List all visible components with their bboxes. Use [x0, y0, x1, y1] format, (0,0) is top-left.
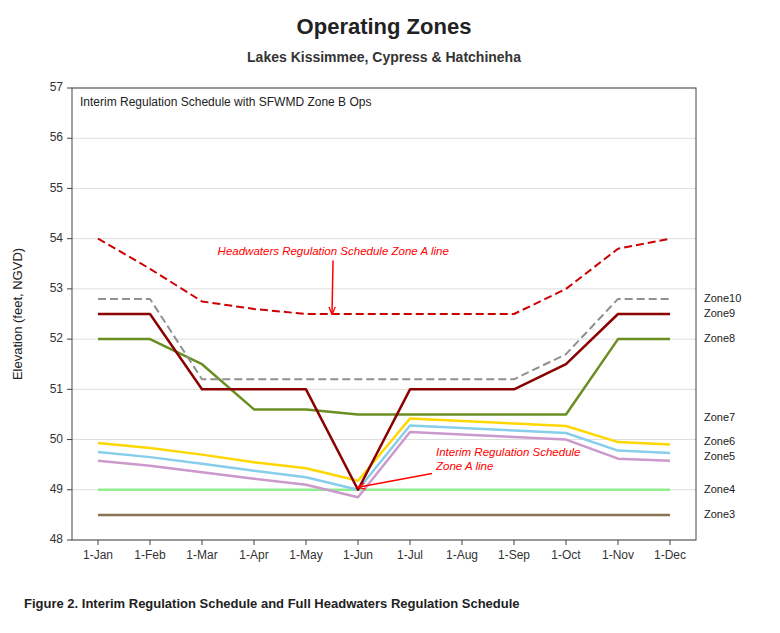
series-line — [98, 514, 670, 517]
title: Operating Zones — [297, 14, 472, 39]
y-tick-label: 50 — [50, 432, 64, 446]
x-tick — [514, 540, 515, 545]
y-tick — [67, 339, 72, 340]
x-tick — [98, 540, 99, 545]
series-line — [98, 418, 670, 480]
y-tick-label: 56 — [50, 130, 64, 144]
grid-line — [72, 238, 696, 239]
x-tick-label: 1-Apr — [239, 548, 268, 562]
zone-label: Zone9 — [704, 307, 735, 319]
zone-label: Zone3 — [704, 508, 735, 520]
x-tick-label: 1-Jul — [397, 548, 423, 562]
x-tick-label: 1-May — [289, 548, 322, 562]
y-tick-label: 52 — [50, 331, 64, 345]
subtitle: Lakes Kissimmee, Cypress & Hatchineha — [247, 49, 521, 65]
series-line — [98, 489, 670, 492]
lines — [98, 239, 670, 515]
x-tick — [462, 540, 463, 545]
y-tick-label: 48 — [50, 532, 64, 546]
x-tick-label: 1-Nov — [602, 548, 634, 562]
y-tick — [67, 238, 72, 239]
x-tick — [566, 540, 567, 545]
series-line — [98, 299, 670, 379]
grid-line — [72, 138, 696, 139]
y-tick — [67, 188, 72, 189]
caption: Figure 2. Interim Regulation Schedule an… — [24, 596, 520, 611]
zone-label: Zone4 — [704, 483, 735, 495]
x-tick — [618, 540, 619, 545]
series-line — [98, 239, 670, 314]
y-tick — [67, 540, 72, 541]
grid-line — [72, 188, 696, 189]
y-tick — [67, 288, 72, 289]
y-axis-label: Elevation (feet, NGVD) — [10, 248, 25, 380]
y-tick-label: 51 — [50, 382, 64, 396]
series-line — [98, 425, 670, 489]
x-tick — [670, 540, 671, 545]
chart: 48 49 50 51 52 53 54 55 56 57 1-Jan 1-Feb 1-Mar 1-Apr… — [0, 0, 780, 633]
y-tick — [67, 489, 72, 490]
x-tick — [358, 540, 359, 545]
plot-frame — [72, 88, 696, 540]
annotation-arrow — [332, 260, 333, 314]
x-tick-label: 1-Mar — [186, 548, 217, 562]
y-tick-label: 54 — [50, 231, 64, 245]
annotation: Headwaters Regulation Schedule Zone A li… — [218, 245, 449, 257]
zone-label: Zone5 — [704, 450, 735, 462]
x-tick-label: 1-Jun — [343, 548, 373, 562]
y-tick-label: 53 — [50, 281, 64, 295]
x-tick — [202, 540, 203, 545]
annotation: Interim Regulation ScheduleZone A line — [435, 446, 580, 472]
x-tick-label: 1-Oct — [551, 548, 581, 562]
plot-area — [72, 88, 696, 540]
y-tick-label: 49 — [50, 482, 64, 496]
y-tick-label: 55 — [50, 181, 64, 195]
y-tick — [67, 389, 72, 390]
x-tick-label: 1-Feb — [134, 548, 166, 562]
zone-label: Zone6 — [704, 435, 735, 447]
y-tick-label: 57 — [50, 80, 64, 94]
x-tick-label: 1-Dec — [654, 548, 686, 562]
grid-line — [72, 288, 696, 289]
annotation-arrow — [358, 473, 432, 487]
x-tick — [410, 540, 411, 545]
grid-line — [72, 489, 696, 490]
x-tick — [150, 540, 151, 545]
grid — [72, 88, 696, 540]
y-tick — [67, 439, 72, 440]
x-tick-label: 1-Jan — [83, 548, 113, 562]
grid-line — [72, 389, 696, 390]
x-tick — [254, 540, 255, 545]
series-line — [98, 314, 670, 490]
y-tick — [67, 138, 72, 139]
y-tick — [67, 88, 72, 89]
x-tick-label: 1-Aug — [446, 548, 478, 562]
x-tick — [306, 540, 307, 545]
zone-label: Zone7 — [704, 411, 735, 423]
zone-label: Zone8 — [704, 332, 735, 344]
x-tick-label: 1-Sep — [498, 548, 530, 562]
inner-label: Interim Regulation Schedule with SFWMD Z… — [80, 95, 371, 109]
zone-label: Zone10 — [704, 292, 741, 304]
